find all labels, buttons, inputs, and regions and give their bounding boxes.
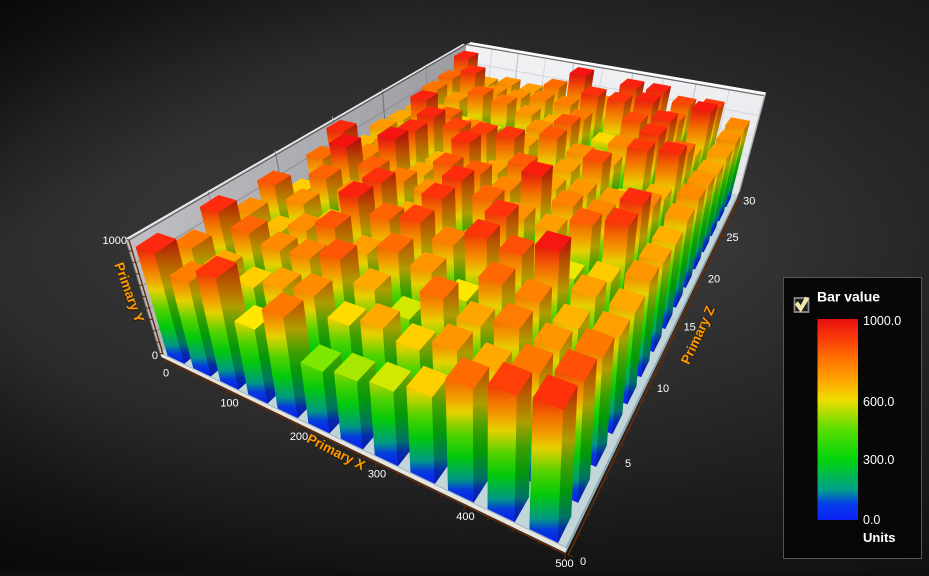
svg-text:10: 10 (657, 383, 669, 395)
svg-text:15: 15 (684, 322, 696, 334)
svg-text:0: 0 (580, 556, 586, 568)
svg-text:20: 20 (708, 273, 720, 285)
svg-text:30: 30 (743, 196, 755, 208)
svg-text:0: 0 (163, 368, 169, 380)
svg-text:200: 200 (290, 431, 308, 443)
svg-text:400: 400 (456, 511, 474, 523)
svg-text:5: 5 (625, 458, 631, 470)
svg-text:100: 100 (220, 398, 238, 410)
svg-text:0.0: 0.0 (863, 513, 880, 527)
svg-text:Units: Units (863, 530, 896, 545)
svg-text:300: 300 (368, 469, 386, 481)
svg-text:300.0: 300.0 (863, 453, 894, 467)
svg-text:500: 500 (555, 558, 573, 570)
svg-text:1000.0: 1000.0 (863, 314, 901, 328)
svg-text:1000: 1000 (103, 235, 127, 247)
svg-text:600.0: 600.0 (863, 395, 894, 409)
svg-text:25: 25 (726, 232, 738, 244)
svg-text:Bar value: Bar value (817, 289, 880, 305)
svg-text:0: 0 (152, 350, 158, 362)
